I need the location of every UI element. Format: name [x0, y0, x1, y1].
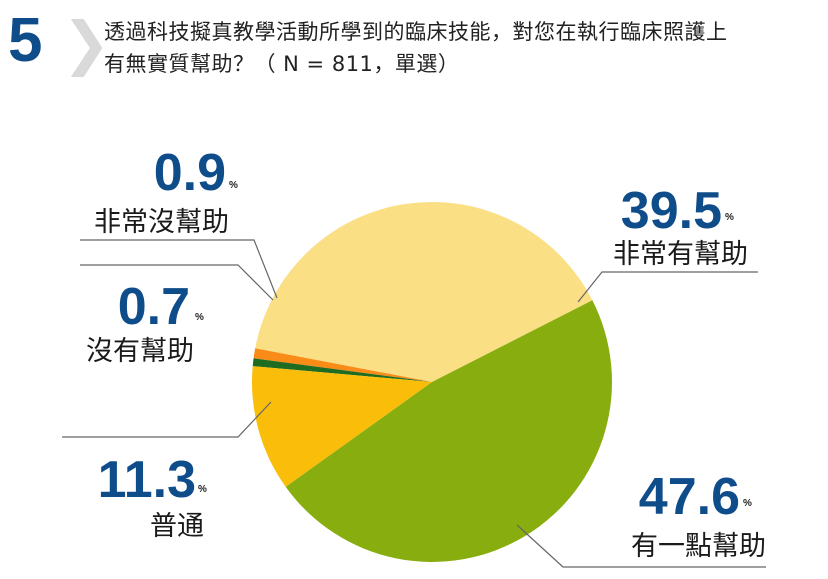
pie-slice-very-helpful: [255, 202, 593, 382]
pie-slice-very-unhelpful: [253, 348, 432, 382]
slice-label-neutral: 11.3 % 普通: [98, 451, 207, 542]
question-text: 透過科技擬真教學活動所學到的臨床技能，對您在執行臨床照護上 有無實質幫助？（ N…: [104, 16, 826, 80]
pie-slices: [252, 202, 612, 562]
leader-line-very-helpful: [577, 271, 758, 303]
question-line-1: 透過科技擬真教學活動所學到的臨床技能，對您在執行臨床照護上: [104, 20, 728, 44]
slice-unit-very-unhelpful: %: [229, 180, 238, 191]
slice-name-very-unhelpful: 非常沒幫助: [94, 207, 229, 238]
slice-name-neutral: 普通: [150, 511, 204, 542]
slice-name-unhelpful: 沒有幫助: [86, 336, 194, 367]
question-number: 5: [8, 6, 43, 75]
leader-line-unhelpful: [80, 264, 274, 301]
slice-name-very-helpful: 非常有幫助: [613, 239, 748, 270]
pie-slice-somewhat-helpful: [285, 300, 612, 562]
slice-unit-somewhat-helpful: %: [743, 498, 752, 509]
slice-unit-unhelpful: %: [195, 312, 204, 323]
pie-slice-unhelpful: [252, 358, 432, 382]
question-line-2: 有無實質幫助？（ N = 811，單選）: [104, 52, 460, 76]
slice-unit-neutral: %: [198, 484, 207, 495]
leader-line-very-unhelpful: [80, 239, 278, 299]
slice-label-unhelpful: 0.7 % 沒有幫助: [86, 278, 204, 367]
slice-value-very-unhelpful: 0.9: [154, 144, 226, 202]
chevron-divider-icon: ❯: [62, 9, 111, 77]
slice-value-neutral: 11.3: [98, 451, 196, 509]
slice-label-very-helpful: 39.5 % 非常有幫助: [613, 182, 748, 270]
leader-line-neutral: [62, 401, 272, 438]
slice-value-very-helpful: 39.5: [621, 182, 722, 240]
leader-lines: [62, 239, 766, 568]
pie-slice-neutral: [252, 366, 432, 487]
slice-name-somewhat-helpful: 有一點幫助: [631, 531, 766, 562]
slice-value-unhelpful: 0.7: [118, 278, 190, 336]
slice-value-somewhat-helpful: 47.6: [639, 468, 740, 526]
slice-label-very-unhelpful: 0.9 % 非常沒幫助: [94, 144, 238, 238]
slice-label-somewhat-helpful: 47.6 % 有一點幫助: [631, 468, 766, 562]
slice-unit-very-helpful: %: [725, 212, 734, 223]
leader-line-somewhat-helpful: [516, 524, 766, 568]
